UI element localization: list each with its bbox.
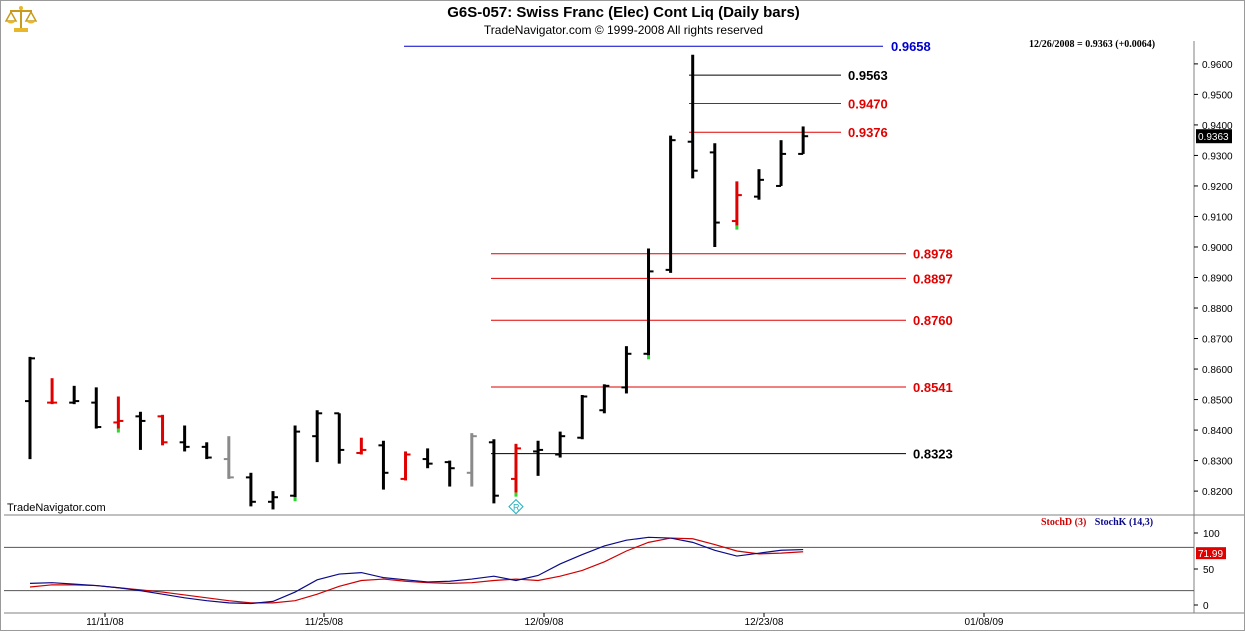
indicator-legend: StochD (3) StochK (14,3) — [1041, 517, 1153, 528]
ohlc-bar — [687, 54, 698, 179]
level-label: 0.9470 — [848, 97, 888, 112]
ohlc-bar — [555, 431, 566, 458]
x-tick-label: 12/09/08 — [525, 617, 564, 628]
ohlc-bar — [488, 439, 499, 504]
stoch-k-line — [29, 536, 804, 605]
last-price-label: 0.9363 — [1198, 132, 1229, 143]
ohlc-bar — [533, 440, 544, 476]
level-label: 0.8760 — [913, 313, 953, 328]
ohlc-bar — [91, 387, 102, 429]
ohlc-bar — [709, 143, 720, 247]
ohlc-bar — [113, 396, 124, 433]
stoch-y-tick-label: 50 — [1203, 565, 1215, 576]
y-tick-label: 0.9200 — [1202, 182, 1233, 193]
ohlc-bar — [466, 433, 477, 487]
ohlc-bar — [378, 440, 389, 490]
ohlc-bar — [312, 410, 323, 463]
ohlc-bar — [25, 356, 35, 460]
ohlc-bar — [223, 436, 234, 479]
y-tick-label: 0.8900 — [1202, 274, 1233, 285]
x-tick-label: 01/08/09 — [965, 617, 1004, 628]
y-tick-label: 0.9500 — [1202, 90, 1233, 101]
ohlc-bar — [422, 448, 433, 469]
ohlc-bar — [798, 126, 809, 155]
ohlc-bar — [157, 414, 168, 446]
x-tick-label: 11/25/08 — [305, 617, 344, 628]
ohlc-bar: R — [508, 443, 524, 515]
level-label: 0.9563 — [848, 68, 888, 83]
stoch-k-legend: StochK (14,3) — [1094, 517, 1154, 528]
stoch-y-tick-label: 100 — [1203, 529, 1220, 540]
y-tick-label: 0.8300 — [1202, 457, 1233, 468]
ohlc-bar — [577, 394, 588, 440]
y-tick-label: 0.9100 — [1202, 212, 1233, 223]
level-label: 0.8897 — [913, 271, 953, 286]
y-tick-label: 0.9400 — [1202, 121, 1233, 132]
svg-text:R: R — [513, 503, 520, 513]
y-tick-label: 0.8700 — [1202, 335, 1233, 346]
y-tick-label: 0.8200 — [1202, 487, 1233, 498]
ohlc-bar — [179, 425, 190, 452]
level-label: 0.9658 — [891, 39, 931, 54]
ohlc-bar — [69, 385, 80, 405]
ohlc-bar — [290, 425, 301, 502]
ohlc-bar — [753, 169, 764, 200]
ohlc-bar — [599, 384, 610, 414]
y-tick-label: 0.8400 — [1202, 426, 1233, 437]
chart-subtitle: TradeNavigator.com © 1999-2008 All right… — [483, 23, 764, 37]
ohlc-bar — [135, 411, 146, 450]
ohlc-bar — [334, 412, 345, 464]
level-label: 0.8978 — [913, 247, 953, 262]
y-tick-label: 0.8500 — [1202, 396, 1233, 407]
x-tick-label: 12/23/08 — [745, 617, 784, 628]
x-tick-label: 11/11/08 — [86, 617, 124, 628]
stoch-last-label: 71.99 — [1198, 549, 1223, 560]
chart-title: G6S-057: Swiss Franc (Elec) Cont Liq (Da… — [447, 4, 800, 21]
ohlc-bar — [776, 140, 787, 187]
y-tick-label: 0.8600 — [1202, 365, 1233, 376]
stoch-y-tick-label: 0 — [1203, 601, 1209, 612]
level-label: 0.8323 — [913, 447, 953, 462]
y-tick-label: 0.9600 — [1202, 60, 1233, 71]
last-price-badge — [1196, 129, 1232, 144]
ohlc-bar — [444, 460, 455, 487]
ohlc-bar — [267, 491, 278, 510]
y-tick-label: 0.9300 — [1202, 151, 1233, 162]
r-marker-icon: R — [508, 498, 524, 515]
ohlc-bar — [643, 248, 654, 360]
ohlc-bar — [731, 181, 742, 230]
ohlc-bar — [665, 135, 676, 273]
y-tick-label: 0.9000 — [1202, 243, 1233, 254]
price-readout: 12/26/2008 = 0.9363 (+0.0064) — [1029, 39, 1156, 50]
scales-icon — [5, 6, 37, 32]
level-label: 0.8541 — [913, 380, 953, 395]
ohlc-bar — [201, 442, 212, 460]
watermark: TradeNavigator.com — [7, 502, 106, 514]
stoch-d-legend: StochD (3) — [1041, 517, 1087, 528]
ohlc-bar — [47, 378, 58, 405]
ohlc-bar — [356, 437, 367, 455]
ohlc-bar — [400, 451, 411, 481]
y-tick-label: 0.8800 — [1202, 304, 1233, 315]
ohlc-bar — [621, 346, 632, 394]
level-label: 0.9376 — [848, 125, 888, 140]
ohlc-bar — [245, 472, 256, 507]
stoch-last-badge — [1196, 547, 1226, 560]
